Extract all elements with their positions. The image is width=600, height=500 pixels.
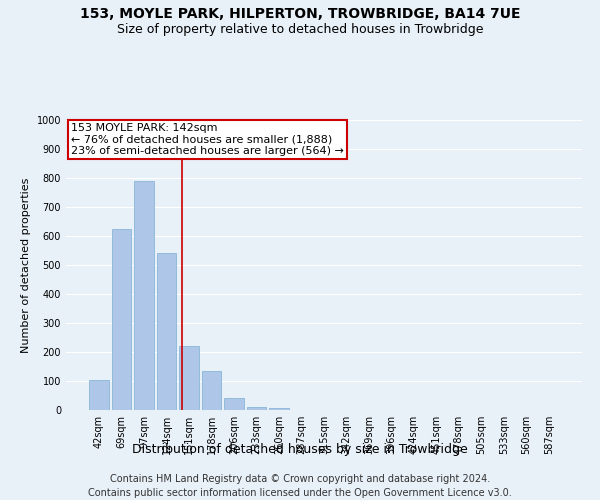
Text: Distribution of detached houses by size in Trowbridge: Distribution of detached houses by size … [132,442,468,456]
Bar [157,254,176,410]
Text: Size of property relative to detached houses in Trowbridge: Size of property relative to detached ho… [117,22,483,36]
Y-axis label: Number of detached properties: Number of detached properties [21,178,31,352]
Bar [89,380,109,410]
Bar [112,229,131,410]
Text: Contains HM Land Registry data © Crown copyright and database right 2024.
Contai: Contains HM Land Registry data © Crown c… [88,474,512,498]
Text: 153 MOYLE PARK: 142sqm
← 76% of detached houses are smaller (1,888)
23% of semi-: 153 MOYLE PARK: 142sqm ← 76% of detached… [71,123,344,156]
Bar [224,398,244,410]
Bar [179,346,199,410]
Bar [202,371,221,410]
Bar [134,181,154,410]
Bar [269,408,289,410]
Text: 153, MOYLE PARK, HILPERTON, TROWBRIDGE, BA14 7UE: 153, MOYLE PARK, HILPERTON, TROWBRIDGE, … [80,8,520,22]
Bar [247,406,266,410]
